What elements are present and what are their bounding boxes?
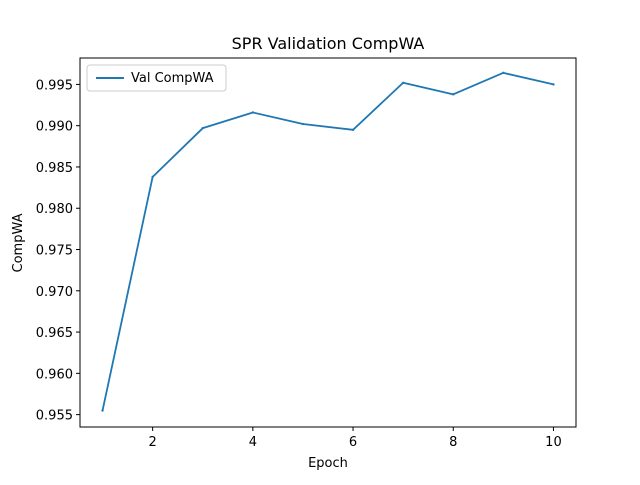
x-tick-label: 6: [349, 435, 357, 450]
y-tick-label: 0.985: [36, 161, 73, 176]
y-tick-label: 0.980: [36, 202, 73, 217]
data-point: [151, 175, 154, 179]
y-tick-label: 0.975: [36, 244, 73, 259]
y-axis-label: CompWA: [11, 213, 26, 272]
data-point: [301, 122, 305, 126]
data-point: [552, 83, 555, 86]
y-axis: 0.955 0.960 0.965 0.970 0.975 0.980 0.985 0.990…: [36, 78, 80, 424]
plot-area: [79, 57, 577, 428]
x-axis: 2 4 6 8 10: [149, 427, 562, 450]
y-tick-label: 0.955: [36, 409, 73, 424]
data-point: [351, 128, 355, 132]
y-tick-label: 0.995: [36, 78, 73, 93]
y-tick-label: 0.990: [36, 120, 73, 135]
y-tick-label: 0.965: [36, 326, 73, 341]
series-layer: [101, 71, 555, 412]
data-point: [251, 111, 255, 114]
legend-box: [86, 64, 227, 92]
x-axis-label: Epoch: [308, 456, 348, 471]
x-tick-label: 8: [449, 435, 457, 450]
x-tick-label: 10: [545, 435, 562, 450]
data-point: [101, 409, 104, 412]
y-tick-label: 0.960: [36, 367, 73, 382]
data-point: [452, 93, 455, 96]
data-point: [201, 126, 204, 130]
x-tick-label: 2: [149, 435, 157, 450]
x-tick-label: 4: [249, 435, 257, 450]
legend-label: Val CompWA: [131, 71, 214, 86]
series-line-0: [101, 71, 554, 411]
legend: Val CompWA: [86, 64, 227, 92]
data-point: [502, 71, 505, 75]
chart-title: SPR Validation CompWA: [232, 34, 425, 53]
y-tick-label: 0.970: [36, 285, 73, 300]
data-point: [401, 81, 405, 84]
